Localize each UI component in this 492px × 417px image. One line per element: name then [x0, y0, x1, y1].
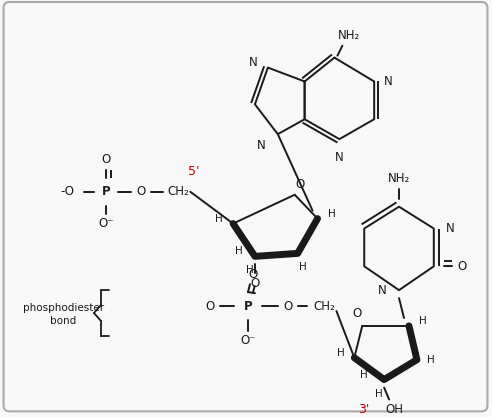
Text: O: O	[295, 178, 304, 191]
Text: H: H	[235, 246, 243, 256]
Text: H: H	[375, 389, 383, 399]
Text: H: H	[427, 355, 435, 365]
Text: H: H	[299, 262, 307, 272]
Text: O: O	[457, 260, 466, 273]
Text: 3': 3'	[359, 403, 370, 416]
Text: N: N	[378, 284, 387, 296]
Text: -O: -O	[60, 185, 74, 198]
Text: H: H	[246, 265, 254, 275]
Text: H: H	[328, 208, 336, 219]
Text: N: N	[335, 151, 344, 164]
Text: O: O	[206, 299, 215, 313]
Text: N: N	[249, 56, 258, 69]
Text: N: N	[384, 75, 393, 88]
Text: H: H	[419, 316, 427, 326]
Text: O: O	[248, 268, 258, 281]
Text: NH₂: NH₂	[338, 29, 361, 42]
Text: H: H	[337, 348, 344, 358]
Text: N: N	[257, 139, 266, 152]
Text: CH₂: CH₂	[313, 299, 336, 313]
Text: H: H	[360, 369, 368, 379]
Text: O⁻: O⁻	[98, 217, 114, 230]
Text: bond: bond	[50, 316, 76, 326]
FancyBboxPatch shape	[3, 2, 488, 411]
Text: P: P	[244, 299, 252, 313]
Text: O: O	[250, 277, 260, 290]
Text: O: O	[283, 299, 292, 313]
Text: H: H	[215, 214, 223, 224]
Text: phosphodiester: phosphodiester	[23, 303, 104, 313]
Text: 5': 5'	[187, 166, 199, 178]
Text: O: O	[136, 185, 145, 198]
Text: NH₂: NH₂	[388, 172, 410, 185]
Text: P: P	[101, 185, 110, 198]
Text: O⁻: O⁻	[240, 334, 256, 347]
Text: CH₂: CH₂	[168, 185, 189, 198]
Text: N: N	[446, 222, 455, 235]
Text: OH: OH	[385, 403, 403, 416]
Text: O: O	[101, 153, 111, 166]
Text: O: O	[353, 307, 362, 321]
